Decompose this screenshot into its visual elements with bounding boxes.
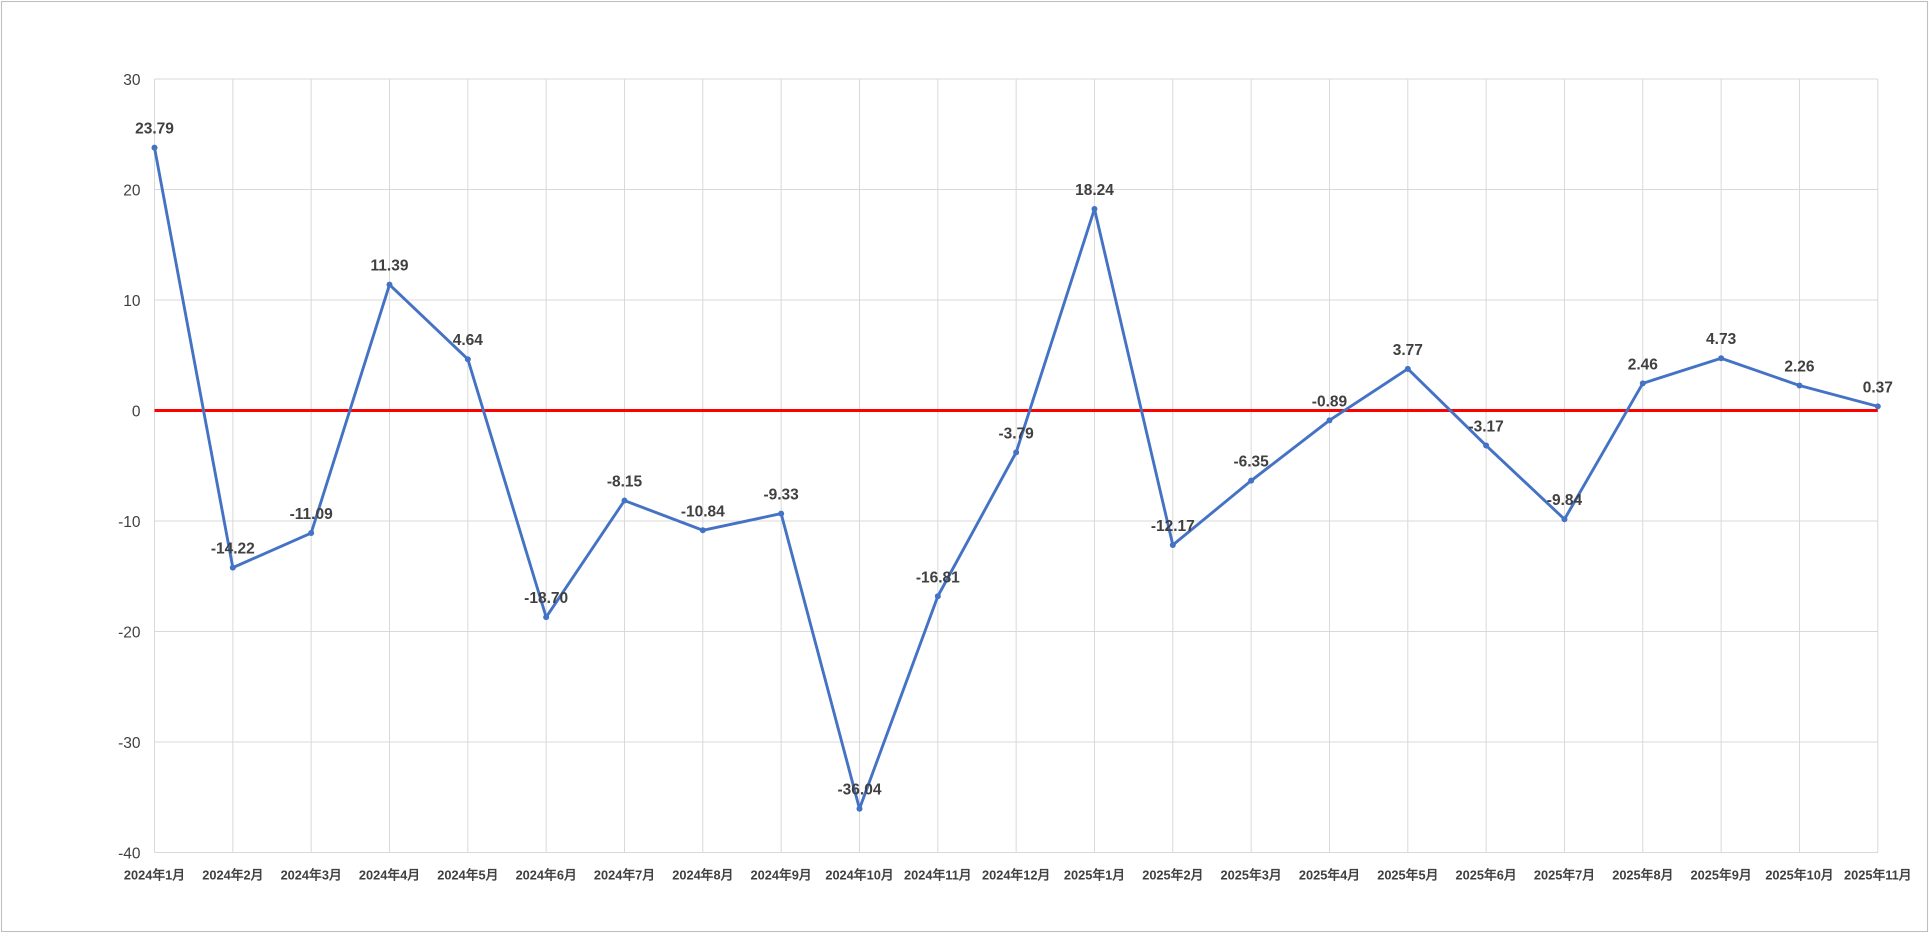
svg-text:2024年4月: 2024年4月 bbox=[359, 868, 420, 883]
svg-text:2025年1月: 2025年1月 bbox=[1064, 868, 1125, 883]
svg-text:3.77: 3.77 bbox=[1393, 342, 1423, 359]
svg-text:2025年11月: 2025年11月 bbox=[1844, 868, 1912, 883]
svg-text:2.26: 2.26 bbox=[1784, 359, 1815, 376]
svg-text:0.37: 0.37 bbox=[1863, 379, 1893, 396]
svg-text:-36.04: -36.04 bbox=[838, 782, 882, 799]
svg-text:-3.17: -3.17 bbox=[1468, 419, 1503, 436]
svg-text:-6.35: -6.35 bbox=[1233, 454, 1269, 471]
svg-text:2025年4月: 2025年4月 bbox=[1299, 868, 1360, 883]
svg-text:18.24: 18.24 bbox=[1075, 182, 1114, 199]
svg-text:2024年1月: 2024年1月 bbox=[124, 868, 185, 883]
svg-text:2.46: 2.46 bbox=[1628, 356, 1659, 373]
svg-text:-40: -40 bbox=[118, 846, 141, 863]
svg-text:-9.84: -9.84 bbox=[1547, 492, 1583, 509]
svg-text:2024年7月: 2024年7月 bbox=[594, 868, 655, 883]
svg-text:2024年8月: 2024年8月 bbox=[672, 868, 733, 883]
svg-text:30: 30 bbox=[123, 72, 141, 89]
svg-text:2024年2月: 2024年2月 bbox=[202, 868, 263, 883]
svg-text:2024年11月: 2024年11月 bbox=[904, 868, 972, 883]
svg-text:2024年9月: 2024年9月 bbox=[751, 868, 812, 883]
svg-text:-8.15: -8.15 bbox=[607, 474, 643, 491]
svg-text:-9.33: -9.33 bbox=[763, 487, 799, 504]
svg-text:-18.70: -18.70 bbox=[524, 590, 568, 607]
svg-text:-12.17: -12.17 bbox=[1151, 518, 1195, 535]
svg-text:23.79: 23.79 bbox=[135, 121, 174, 138]
svg-text:2025年8月: 2025年8月 bbox=[1612, 868, 1673, 883]
svg-text:-14.22: -14.22 bbox=[211, 541, 255, 558]
svg-text:2025年10月: 2025年10月 bbox=[1765, 868, 1833, 883]
svg-text:-3.79: -3.79 bbox=[998, 425, 1034, 442]
svg-text:2025年5月: 2025年5月 bbox=[1377, 868, 1438, 883]
svg-text:4.73: 4.73 bbox=[1706, 331, 1737, 348]
svg-text:4.64: 4.64 bbox=[453, 332, 484, 349]
svg-text:-10.84: -10.84 bbox=[681, 503, 725, 520]
svg-text:2024年12月: 2024年12月 bbox=[982, 868, 1050, 883]
svg-text:2024年5月: 2024年5月 bbox=[437, 868, 498, 883]
svg-text:2024年3月: 2024年3月 bbox=[281, 868, 342, 883]
svg-text:-10: -10 bbox=[118, 514, 141, 531]
svg-text:20: 20 bbox=[123, 183, 141, 200]
svg-text:10: 10 bbox=[123, 293, 141, 310]
svg-text:2025年9月: 2025年9月 bbox=[1691, 868, 1752, 883]
svg-text:11.39: 11.39 bbox=[371, 258, 409, 275]
svg-text:-0.89: -0.89 bbox=[1312, 393, 1348, 410]
svg-text:-20: -20 bbox=[118, 625, 141, 642]
svg-text:-30: -30 bbox=[118, 735, 141, 752]
svg-text:-16.81: -16.81 bbox=[916, 569, 960, 586]
svg-text:2025年2月: 2025年2月 bbox=[1142, 868, 1203, 883]
svg-text:2024年10月: 2024年10月 bbox=[825, 868, 893, 883]
svg-text:2025年7月: 2025年7月 bbox=[1534, 868, 1595, 883]
svg-text:2024年6月: 2024年6月 bbox=[516, 868, 577, 883]
svg-text:2025年3月: 2025年3月 bbox=[1221, 868, 1282, 883]
svg-text:-11.09: -11.09 bbox=[290, 506, 333, 523]
svg-text:0: 0 bbox=[132, 404, 141, 421]
svg-text:2025年6月: 2025年6月 bbox=[1456, 868, 1517, 883]
